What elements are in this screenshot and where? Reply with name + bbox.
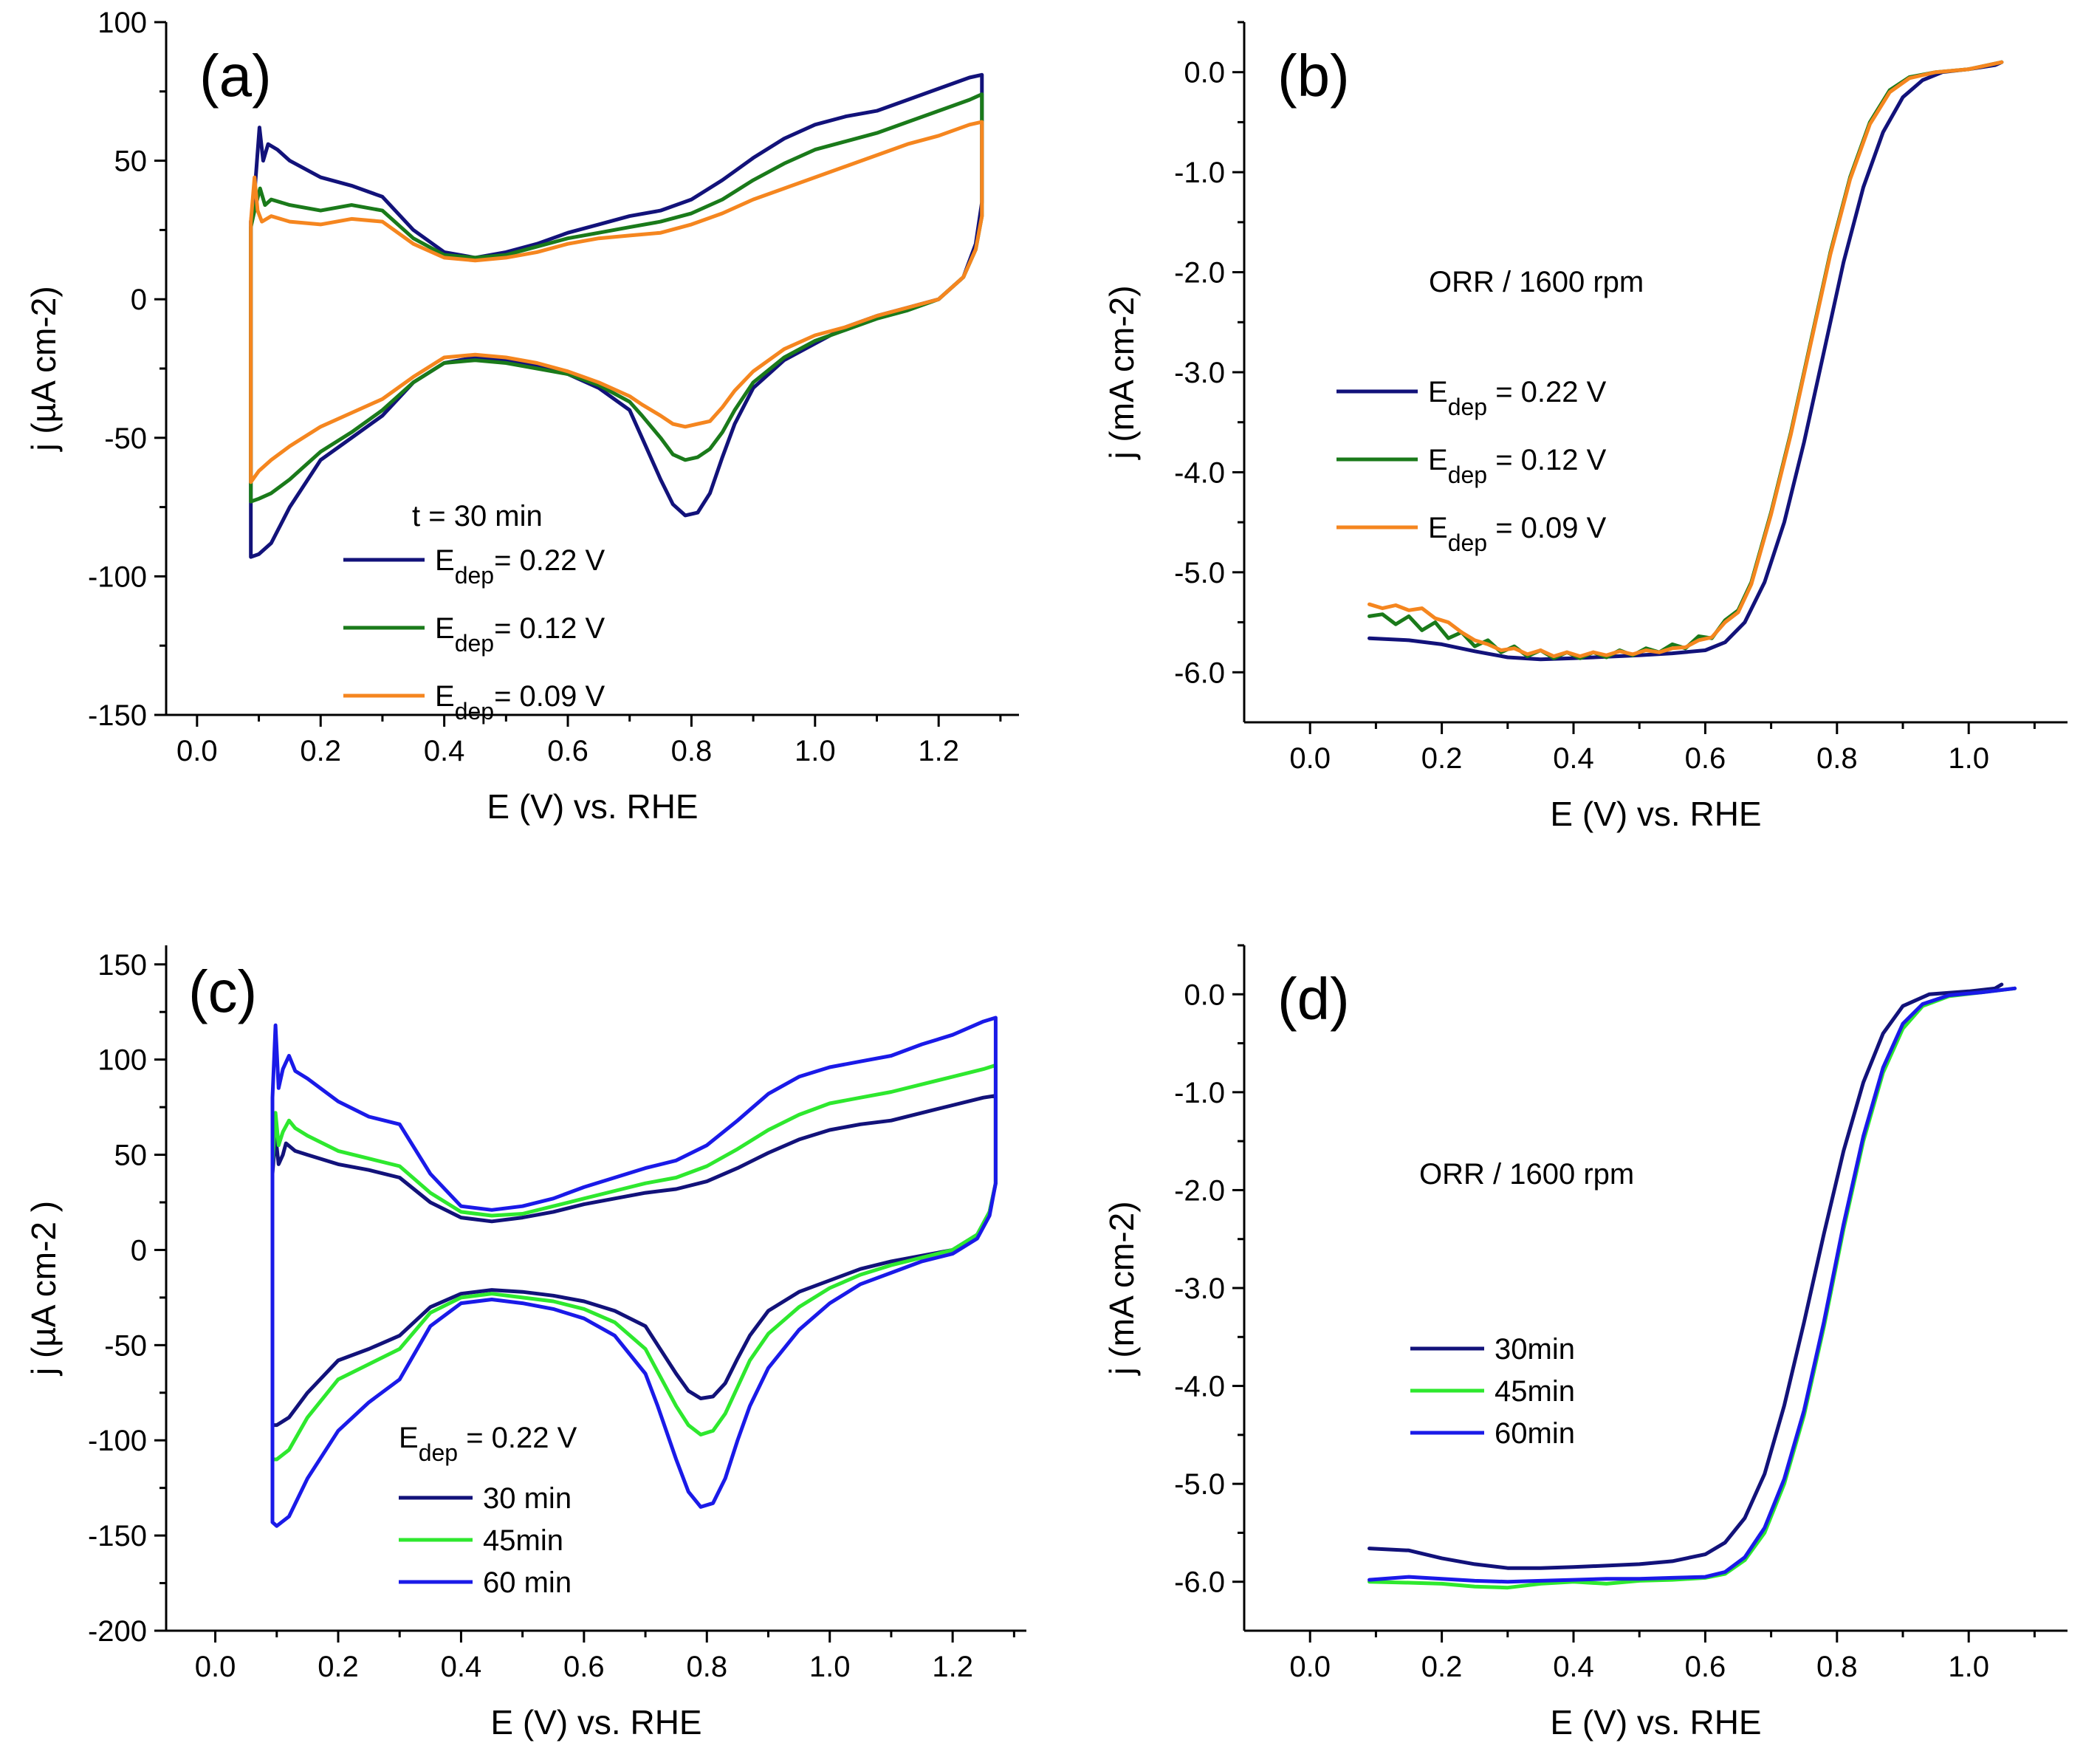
series-line-2 xyxy=(1368,60,2004,660)
x-tick-label: 0.8 xyxy=(686,1651,727,1683)
legend-label: 45min xyxy=(483,1524,563,1557)
x-tick-label: 0.0 xyxy=(1289,742,1331,775)
series-line-3 xyxy=(249,120,984,484)
x-tick-label: 1.0 xyxy=(795,735,836,767)
y-tick-label: 0.0 xyxy=(1184,979,1225,1011)
y-tick-label: -3.0 xyxy=(1174,1273,1225,1305)
y-axis-title: j (µA cm-2) xyxy=(24,286,63,452)
x-tick-label: 0.0 xyxy=(1289,1651,1331,1683)
legend-label: 45min xyxy=(1495,1375,1575,1408)
x-tick-label: 0.6 xyxy=(563,1651,605,1683)
x-axis-title: E (V) vs. RHE xyxy=(490,1703,701,1741)
x-tick-label: 0.6 xyxy=(1685,1651,1726,1683)
y-tick-label: 100 xyxy=(97,1044,147,1077)
y-axis-title: j (µA cm-2 ) xyxy=(24,1201,63,1377)
series-line-2 xyxy=(1368,986,2017,1590)
panel-c: 0.0 0.2 0.4 0.6 0.8 1.0 1.2 -200 -150 -100 -50 0 50 1… xyxy=(24,945,1026,1741)
panel-label: (c) xyxy=(188,959,257,1024)
series-line-1 xyxy=(1368,982,2004,1570)
series-line-1 xyxy=(1368,60,2004,662)
y-tick-label: 0 xyxy=(131,1234,147,1267)
x-tick-label: 0.4 xyxy=(1553,742,1594,775)
x-tick-label: 1.0 xyxy=(1948,1651,1989,1683)
legend-label: 30min xyxy=(1495,1333,1575,1366)
y-tick-label: -100 xyxy=(88,561,147,593)
legend-label: Edep= 0.09 V xyxy=(435,680,605,725)
y-tick-label: -150 xyxy=(88,699,147,732)
y-tick-label: -1.0 xyxy=(1174,157,1225,189)
y-tick-label: 50 xyxy=(114,145,148,178)
y-tick-label: -1.0 xyxy=(1174,1077,1225,1109)
legend-label: Edep = 0.09 V xyxy=(1428,512,1607,556)
x-tick-label: 1.0 xyxy=(1948,742,1989,775)
x-tick-label: 0.8 xyxy=(671,735,713,767)
panel-d: 0.0 0.2 0.4 0.6 0.8 1.0 -6.0 -5.0 -4.0 -3.0 -2.0 -1… xyxy=(1102,944,2068,1741)
y-tick-label: -6.0 xyxy=(1174,1566,1225,1599)
y-tick-label: -5.0 xyxy=(1174,1468,1225,1501)
y-tick-label: -2.0 xyxy=(1174,1174,1225,1207)
annotation: ORR / 1600 rpm xyxy=(1429,266,1644,298)
x-tick-label: 0.6 xyxy=(1685,742,1726,775)
legend-label: 30 min xyxy=(483,1482,572,1515)
x-tick-label: 1.0 xyxy=(809,1651,851,1683)
y-tick-label: 50 xyxy=(114,1140,148,1172)
y-tick-label: -50 xyxy=(104,1329,147,1362)
panel-label: (a) xyxy=(199,43,272,109)
panel-b: 0.0 0.2 0.4 0.6 0.8 1.0 -6.0 -5.0 -4.0 -3.0 -2.0 -1… xyxy=(1102,21,2068,833)
y-tick-label: -4.0 xyxy=(1174,1371,1225,1403)
x-tick-label: 1.2 xyxy=(932,1651,973,1683)
x-tick-label: 0.4 xyxy=(441,1651,482,1683)
y-axis-title: j (mA cm-2) xyxy=(1102,1201,1141,1376)
x-axis-title: E (V) vs. RHE xyxy=(1550,1703,1761,1741)
y-tick-label: -100 xyxy=(88,1425,147,1457)
annotation: ORR / 1600 rpm xyxy=(1419,1158,1634,1191)
y-tick-label: -50 xyxy=(104,422,147,455)
y-tick-label: 0 xyxy=(131,284,147,316)
y-tick-label: -3.0 xyxy=(1174,357,1225,389)
x-tick-label: 0.4 xyxy=(424,735,465,767)
series-line-3 xyxy=(1368,986,2017,1584)
y-tick-label: -6.0 xyxy=(1174,657,1225,689)
legend-label: Edep = 0.12 V xyxy=(1428,444,1607,488)
y-tick-label: -200 xyxy=(88,1615,147,1648)
x-axis-title: E (V) vs. RHE xyxy=(1550,795,1761,833)
y-axis-title: j (mA cm-2) xyxy=(1102,285,1141,460)
legend-label: 60 min xyxy=(483,1566,572,1599)
x-tick-label: 0.2 xyxy=(1421,742,1463,775)
x-tick-label: 0.0 xyxy=(195,1651,236,1683)
y-tick-label: -2.0 xyxy=(1174,257,1225,290)
y-tick-label: -4.0 xyxy=(1174,456,1225,489)
legend-label: Edep = 0.22 V xyxy=(1428,376,1607,420)
panel-a: 0.0 0.2 0.4 0.6 0.8 1.0 1.2 -150 -100 -50 0 50 100 E … xyxy=(24,7,1019,826)
x-tick-label: 0.0 xyxy=(176,735,218,767)
x-tick-label: 0.6 xyxy=(547,735,589,767)
x-tick-label: 0.2 xyxy=(318,1651,359,1683)
y-tick-label: 100 xyxy=(97,7,147,39)
legend-label: Edep= 0.22 V xyxy=(435,544,605,589)
series-line-3 xyxy=(270,1016,998,1528)
y-tick-label: 0.0 xyxy=(1184,57,1225,89)
x-axis-title: E (V) vs. RHE xyxy=(487,787,698,826)
series-line-3 xyxy=(1368,60,2004,659)
y-tick-label: -5.0 xyxy=(1174,557,1225,589)
series-line-1 xyxy=(270,1094,998,1428)
x-tick-label: 0.8 xyxy=(1816,742,1858,775)
x-tick-label: 0.8 xyxy=(1816,1651,1858,1683)
panel-label: (b) xyxy=(1277,43,1350,109)
annotation: t = 30 min xyxy=(412,500,543,532)
panel-label: (d) xyxy=(1277,966,1350,1032)
x-tick-label: 0.4 xyxy=(1553,1651,1594,1683)
legend-label: 60min xyxy=(1495,1417,1575,1450)
y-tick-label: 150 xyxy=(97,949,147,982)
y-tick-label: -150 xyxy=(88,1520,147,1552)
x-tick-label: 0.2 xyxy=(1421,1651,1463,1683)
x-tick-label: 1.2 xyxy=(918,735,959,767)
x-tick-label: 0.2 xyxy=(300,735,341,767)
annotation: Edep = 0.22 V xyxy=(399,1422,577,1466)
legend-label: Edep= 0.12 V xyxy=(435,612,605,657)
